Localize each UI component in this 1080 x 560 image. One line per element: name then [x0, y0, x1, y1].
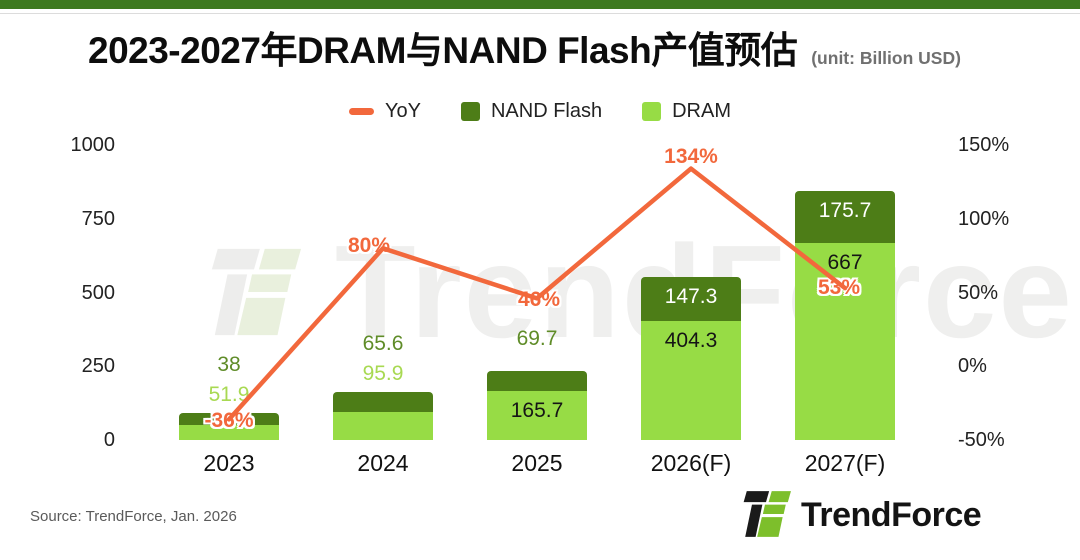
dram-bar-segment	[179, 424, 279, 440]
yoy-point-label: 53%	[817, 276, 861, 300]
left-axis-tick: 500	[81, 281, 115, 304]
bar-value-label: 38	[217, 353, 241, 377]
right-axis-tick: 100%	[958, 207, 1010, 230]
source-text: Source: TrendForce, Jan. 2026	[30, 508, 237, 525]
legend: YoY NAND Flash DRAM	[0, 100, 1080, 123]
trendforce-logo-glyph	[743, 491, 791, 537]
header: 2023-2027年DRAM与NAND Flash产值预估 (unit: Bil…	[88, 28, 961, 74]
bar-value-label: 147.3	[664, 285, 718, 309]
legend-label: NAND Flash	[490, 100, 603, 122]
legend-swatch	[460, 102, 480, 121]
trendforce-logo-icon	[740, 487, 792, 544]
dram-bar-segment	[333, 411, 433, 440]
bar-value-label: 667	[827, 251, 863, 275]
yoy-point-label: 80%	[347, 234, 391, 258]
trendforce-logo-icon	[205, 241, 303, 344]
x-axis-label: 2026(F)	[650, 450, 732, 476]
right-axis-tick: -50%	[958, 429, 1005, 451]
unit-note: (unit: Billion USD)	[811, 48, 961, 69]
top-banner	[0, 0, 1080, 9]
bar-value-label: 175.7	[818, 199, 872, 223]
legend-label: YoY	[385, 100, 421, 122]
bar-value-label: 69.7	[516, 326, 558, 350]
left-axis-tick: 1000	[70, 134, 116, 156]
bar-value-label: 95.9	[362, 362, 404, 386]
trendforce-logo-glyph	[211, 248, 302, 335]
x-axis-label: 2027(F)	[804, 450, 886, 476]
bar-value-label: 65.6	[362, 332, 404, 356]
right-axis-tick: 0%	[958, 355, 987, 378]
bar-value-label: 404.3	[664, 328, 718, 352]
legend-item: DRAM	[642, 100, 731, 123]
footer-logo-text: TrendForce	[801, 496, 982, 534]
nand-bar-segment	[333, 392, 433, 412]
left-axis-tick: 750	[81, 207, 115, 230]
legend-item: NAND Flash	[460, 100, 603, 123]
yoy-point-label: -36%	[204, 409, 254, 433]
x-axis-label: 2023	[203, 450, 255, 476]
x-axis-label: 2025	[511, 450, 563, 476]
legend-swatch	[642, 102, 662, 121]
left-axis-tick: 0	[103, 429, 115, 451]
legend-item: YoY	[349, 100, 421, 123]
bar-value-label: 51.9	[208, 383, 250, 407]
yoy-point-label: 134%	[664, 144, 718, 168]
legend-label: DRAM	[672, 100, 731, 122]
legend-swatch	[349, 108, 374, 115]
top-border-line	[0, 13, 1080, 14]
left-axis-tick: 250	[81, 355, 115, 378]
page-title: 2023-2027年DRAM与NAND Flash产值预估	[88, 30, 798, 71]
x-axis-label: 2024	[357, 450, 409, 476]
right-axis-tick: 150%	[958, 134, 1010, 156]
nand-bar-segment	[487, 370, 587, 392]
bar-value-label: 165.7	[510, 399, 564, 423]
footer-logo: TrendForce	[740, 487, 982, 544]
yoy-point-label: 46%	[517, 288, 561, 312]
right-axis-tick: 50%	[958, 281, 999, 304]
